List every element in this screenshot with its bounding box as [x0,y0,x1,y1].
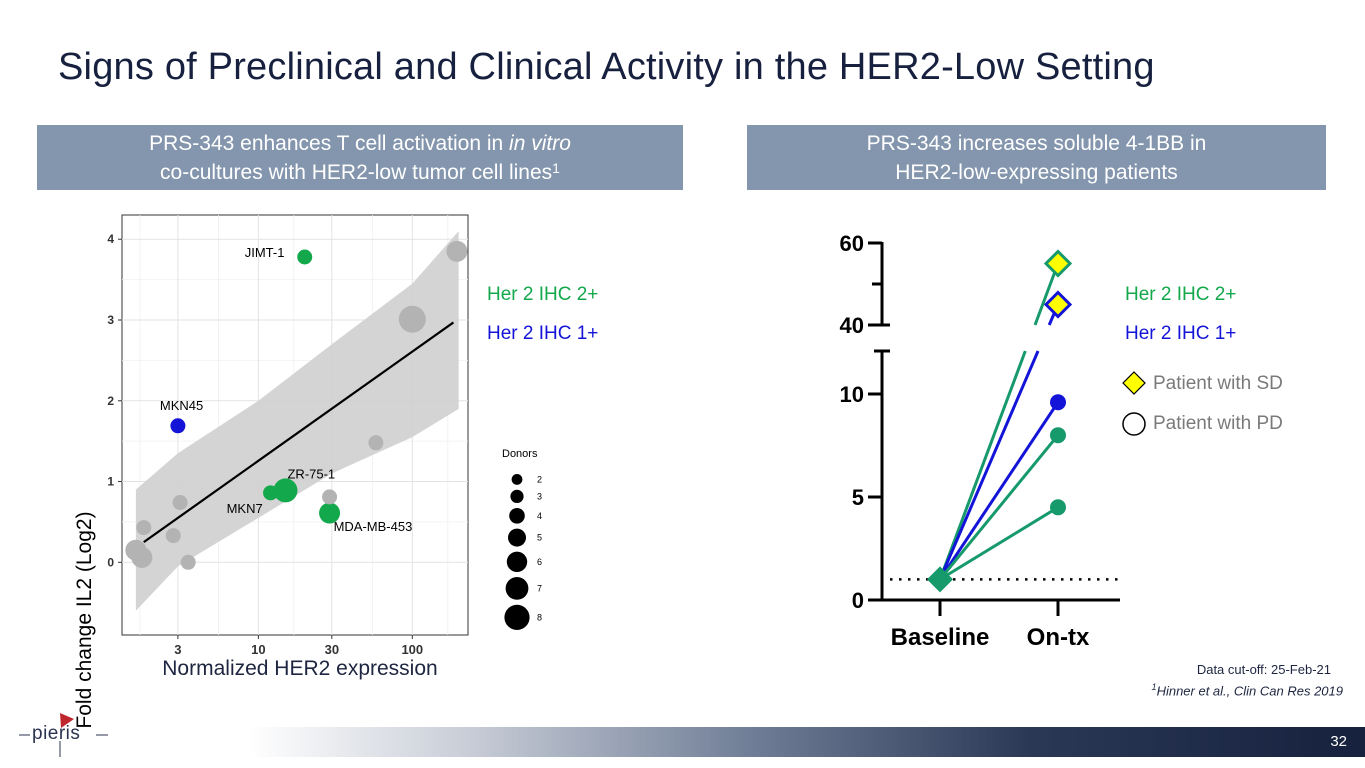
y-tick-label: 0 [852,588,864,613]
sd-marker [1043,249,1073,278]
data-point [446,240,468,262]
size-legend-label: 2 [537,474,542,484]
data-cutoff: Data cut-off: 25-Feb-21 [1196,662,1331,677]
pd-marker [1050,394,1066,411]
footer-bar [250,727,1365,757]
pieris-logo-icon [19,713,108,757]
y-tick-label: 0 [107,555,114,569]
right-legend-pd: Patient with PD [1153,413,1283,434]
point-label: MKN7 [227,501,263,516]
open-circle-icon [1122,412,1146,436]
right-banner-line1: PRS-343 increases soluble 4-1BB in [866,132,1207,155]
size-legend-dot [504,604,530,630]
data-point [368,435,384,451]
size-legend-label: 7 [537,583,542,593]
data-point [136,520,152,536]
citation: 1Hinner et al., Clin Can Res 2019 [1152,682,1343,698]
scatter-plot-area: JIMT-1 MKN45 ZR-75-1 MKN7 MDA-MB-453 0 1 2 3 4 3 10… [107,214,542,657]
y-tick-label: 40 [840,313,864,338]
left-legend-ihc1: Her 2 IHC 1+ [487,323,599,344]
yellow-diamond-icon [1122,371,1146,395]
scatter-y-axis-label: Fold change IL2 (Log2) [73,511,96,728]
pd-marker [1050,499,1066,516]
left-banner-sup: 1 [552,160,560,176]
confidence-band [135,231,459,611]
y-tick-label: 1 [107,475,114,489]
data-point [273,478,298,503]
y-tick-label: 2 [107,394,114,408]
data-point [170,418,186,434]
data-point [131,546,153,568]
right-legend-sd: Patient with SD [1153,373,1283,394]
size-legend-label: 4 [537,511,542,521]
series-line [938,350,1027,580]
point-label: JIMT-1 [245,245,285,260]
y-tick-label: 10 [840,382,864,407]
left-banner: PRS-343 enhances T cell activation in in… [37,125,683,190]
citation-text: Hinner et al., Clin Can Res 2019 [1156,683,1343,699]
sd-marker [1043,290,1073,319]
x-tick-label: 3 [174,642,181,657]
y-tick-label: 3 [107,313,114,327]
line-plot-area: 0 5 10 40 60 Baseline On-tx [840,231,1120,651]
size-legend-label: 5 [537,533,542,543]
x-tick-label: 10 [251,642,265,657]
size-legend-dot [509,508,525,524]
size-legend-label: 3 [537,491,542,501]
right-legend-ihc1: Her 2 IHC 1+ [1125,323,1237,344]
size-legend-label: 8 [537,612,542,622]
size-legend-dot [508,528,526,547]
y-tick-label: 5 [852,485,864,510]
x-tick-label: 100 [401,642,423,657]
data-point [398,305,426,333]
point-label: MKN45 [160,398,203,413]
data-point [180,554,196,570]
data-point [319,502,341,524]
size-legend-label: 6 [537,557,542,567]
scatter-chart: JIMT-1 MKN45 ZR-75-1 MKN7 MDA-MB-453 0 1 2 3 4 3 10… [73,214,542,729]
data-point [165,528,181,544]
series-line [938,350,1040,580]
sd-legend-marker [1122,371,1146,395]
y-tick-label: 4 [107,232,114,246]
left-legend-ihc2: Her 2 IHC 2+ [487,284,599,305]
right-banner: PRS-343 increases soluble 4-1BB in HER2-… [747,125,1326,190]
left-banner-line1: PRS-343 enhances T cell activation in [149,132,510,155]
pd-legend-marker [1122,412,1146,436]
data-point [263,485,279,501]
point-label: MDA-MB-453 [334,519,413,534]
x-tick-label: 30 [325,642,339,657]
right-banner-line2: HER2-low-expressing patients [895,161,1178,184]
series-line [939,506,1059,581]
pd-marker [1050,427,1066,444]
baseline-marker [927,566,953,593]
data-point [172,495,188,511]
size-legend-dot [505,577,529,600]
size-legend-dot [506,551,528,572]
x-tick-label: On-tx [1027,624,1090,651]
line-chart: 0 5 10 40 60 Baseline On-tx [840,231,1120,651]
right-legend-ihc2: Her 2 IHC 2+ [1125,284,1237,305]
page-number: 32 [1330,733,1347,750]
logo-text: pieris [32,723,81,744]
size-legend-dot [510,489,524,503]
series-line [938,401,1060,581]
point-label: ZR-75-1 [287,466,335,481]
size-legend-title: Donors [502,448,538,460]
size-legend-dot [511,474,523,485]
x-tick-label: Baseline [891,624,990,651]
data-point [322,489,338,505]
series-line [938,434,1060,581]
y-tick-label: 60 [840,231,864,256]
citation-sup: 1 [1151,682,1157,692]
left-banner-italic: in vitro [509,132,571,155]
page-title: Signs of Preclinical and Clinical Activi… [58,46,1155,88]
regression-line [143,321,455,544]
scatter-x-axis-label: Normalized HER2 expression [162,657,437,680]
left-banner-line2: co-cultures with HER2-low tumor cell lin… [160,161,553,184]
data-point [297,249,313,265]
